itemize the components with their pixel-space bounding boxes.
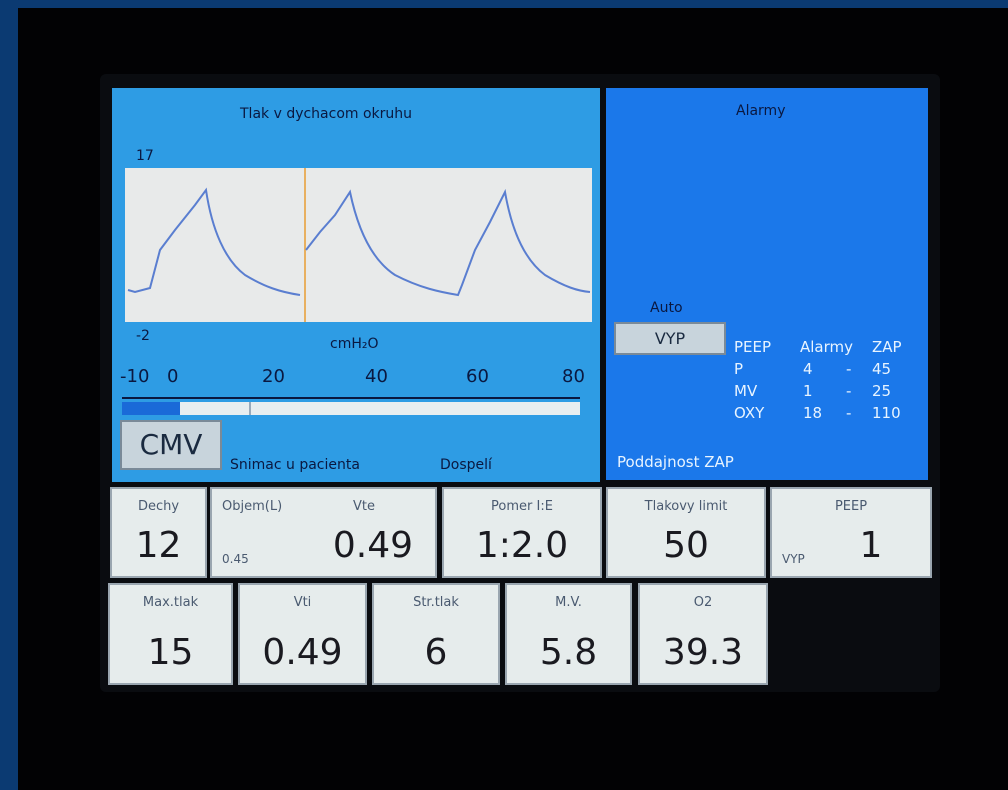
alarm-cell: - (846, 382, 852, 400)
pressure-waveform (127, 187, 591, 297)
tile-value: 12 (135, 525, 182, 566)
tile-label: M.V. (555, 595, 582, 610)
tile-value: 39.3 (662, 632, 744, 673)
alarm-cell: 110 (872, 404, 901, 422)
tile-value: 15 (147, 632, 194, 673)
alarm-header: PEEP (734, 338, 772, 356)
scale-label: 20 (262, 366, 285, 387)
alarm-cell: MV (734, 382, 758, 400)
tile-sub: VYP (782, 552, 805, 566)
parameter-tile[interactable]: O2 39.3 (638, 583, 768, 685)
alarm-cell: - (846, 404, 852, 422)
alarms-title: Alarmy (736, 103, 786, 119)
alarms-panel (606, 88, 928, 480)
scale-label: 0 (167, 366, 179, 387)
tile-label: Vte (353, 499, 375, 514)
tile-value: 0.49 (262, 632, 343, 673)
alarm-cell: 18 (803, 404, 823, 422)
y-min: -2 (136, 328, 150, 344)
unit: cmH₂O (330, 336, 379, 352)
tile-value: 0.49 (332, 525, 413, 566)
parameter-tile[interactable]: Tlakovy limit 50 (606, 487, 766, 578)
tile-label: Vti (293, 595, 312, 610)
sensor: Snimac u pacienta (230, 457, 360, 473)
tile-label: Tlakovy limit (644, 499, 728, 514)
alarm-header: ZAP (872, 338, 902, 356)
alarm-cell: P (734, 360, 744, 378)
progress-fill (122, 402, 180, 415)
parameter-tile[interactable]: PEEP 1 VYP (770, 487, 932, 578)
parameter-tile[interactable]: Objem(L) Vte 0.49 0.45 (210, 487, 437, 578)
tile-sub: 0.45 (222, 552, 249, 566)
auto-label: Auto (650, 300, 683, 316)
tile-value: 1 (859, 525, 883, 566)
tile-value: 6 (424, 632, 448, 673)
tile-label: Max.tlak (142, 595, 199, 610)
scale-label: 80 (562, 366, 585, 387)
tile-value: 50 (663, 525, 709, 566)
tile-label: Dechy (137, 499, 180, 514)
tile-value: 5.8 (539, 632, 598, 673)
tile-label: Objem(L) (222, 499, 283, 514)
parameter-tile[interactable]: Vti 0.49 (238, 583, 367, 685)
alarm-cell: 4 (803, 360, 813, 378)
parameter-tile[interactable]: Max.tlak 15 (108, 583, 233, 685)
parameter-tile[interactable]: M.V. 5.8 (505, 583, 632, 685)
alarm-cell: OXY (734, 404, 765, 422)
auto-button[interactable]: VYP (614, 322, 726, 355)
progress-track (122, 402, 580, 415)
alarm-cell: 45 (872, 360, 892, 378)
parameter-tile[interactable]: Str.tlak 6 (372, 583, 500, 685)
tile-label: PEEP (834, 499, 868, 514)
scale-label: -10 (120, 366, 150, 387)
mode-button[interactable]: CMV (120, 420, 222, 470)
panel-title: Tlak v dychacom okruhu (240, 106, 413, 122)
alarms-footer: Poddajnost ZAP (617, 453, 734, 471)
alarm-header: Alarmy (800, 338, 854, 356)
parameter-tile[interactable]: Pomer I:E 1:2.0 (442, 487, 602, 578)
y-max: 17 (136, 148, 154, 164)
alarm-cell: 25 (872, 382, 892, 400)
patient: Dospelí (440, 457, 492, 473)
alarm-cell: 1 (803, 382, 813, 400)
alarm-cell: - (846, 360, 852, 378)
scale-label: 60 (466, 366, 489, 387)
tile-label: Str.tlak (413, 595, 459, 610)
tile-value: 1:2.0 (475, 525, 569, 566)
tile-label: O2 (693, 595, 713, 610)
scale-label: 40 (365, 366, 388, 387)
parameter-tile[interactable]: Dechy 12 (110, 487, 207, 578)
tile-label: Pomer I:E (491, 499, 553, 514)
